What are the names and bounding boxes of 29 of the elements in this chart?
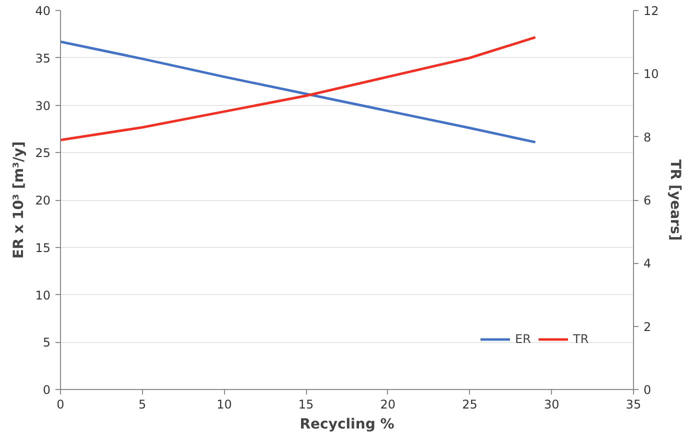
- y2-axis-title: TR [years]: [666, 159, 683, 241]
- x-tick-label: 35: [626, 398, 642, 412]
- x-tick-label: 25: [462, 398, 478, 412]
- y-tick-label: 30: [35, 98, 51, 113]
- x-tick-label: 30: [544, 398, 560, 412]
- x-tick-label: 15: [298, 398, 314, 412]
- x-tick-label: 0: [56, 398, 64, 412]
- y2-tick-label: 0: [644, 383, 652, 397]
- y2-tick-label: 2: [644, 320, 652, 334]
- y2-tick-label: 10: [644, 67, 659, 82]
- x-tick-label: 5: [138, 398, 146, 412]
- legend-label: TR: [573, 332, 590, 346]
- y-axis-title: ER x 10³ [m³/y]: [11, 141, 28, 259]
- y-tick-label: 0: [42, 383, 51, 397]
- y-tick-label: 20: [35, 194, 51, 208]
- y-tick-label: 40: [35, 4, 51, 18]
- y2-tick-label: 4: [644, 256, 652, 271]
- x-axis-title: Recycling %: [300, 416, 394, 432]
- y-tick-label: 35: [35, 51, 51, 66]
- y-tick-label: 15: [35, 240, 51, 255]
- y2-tick-label: 12: [644, 4, 659, 18]
- x-tick-label: 20: [380, 398, 396, 412]
- legend-label: ER: [515, 332, 532, 346]
- y-tick-label: 5: [42, 336, 51, 350]
- x-tick-label: 10: [216, 398, 232, 412]
- y2-tick-label: 6: [644, 194, 652, 208]
- y-tick-label: 10: [35, 288, 51, 302]
- y2-tick-label: 8: [644, 130, 652, 144]
- y-tick-label: 25: [35, 146, 51, 160]
